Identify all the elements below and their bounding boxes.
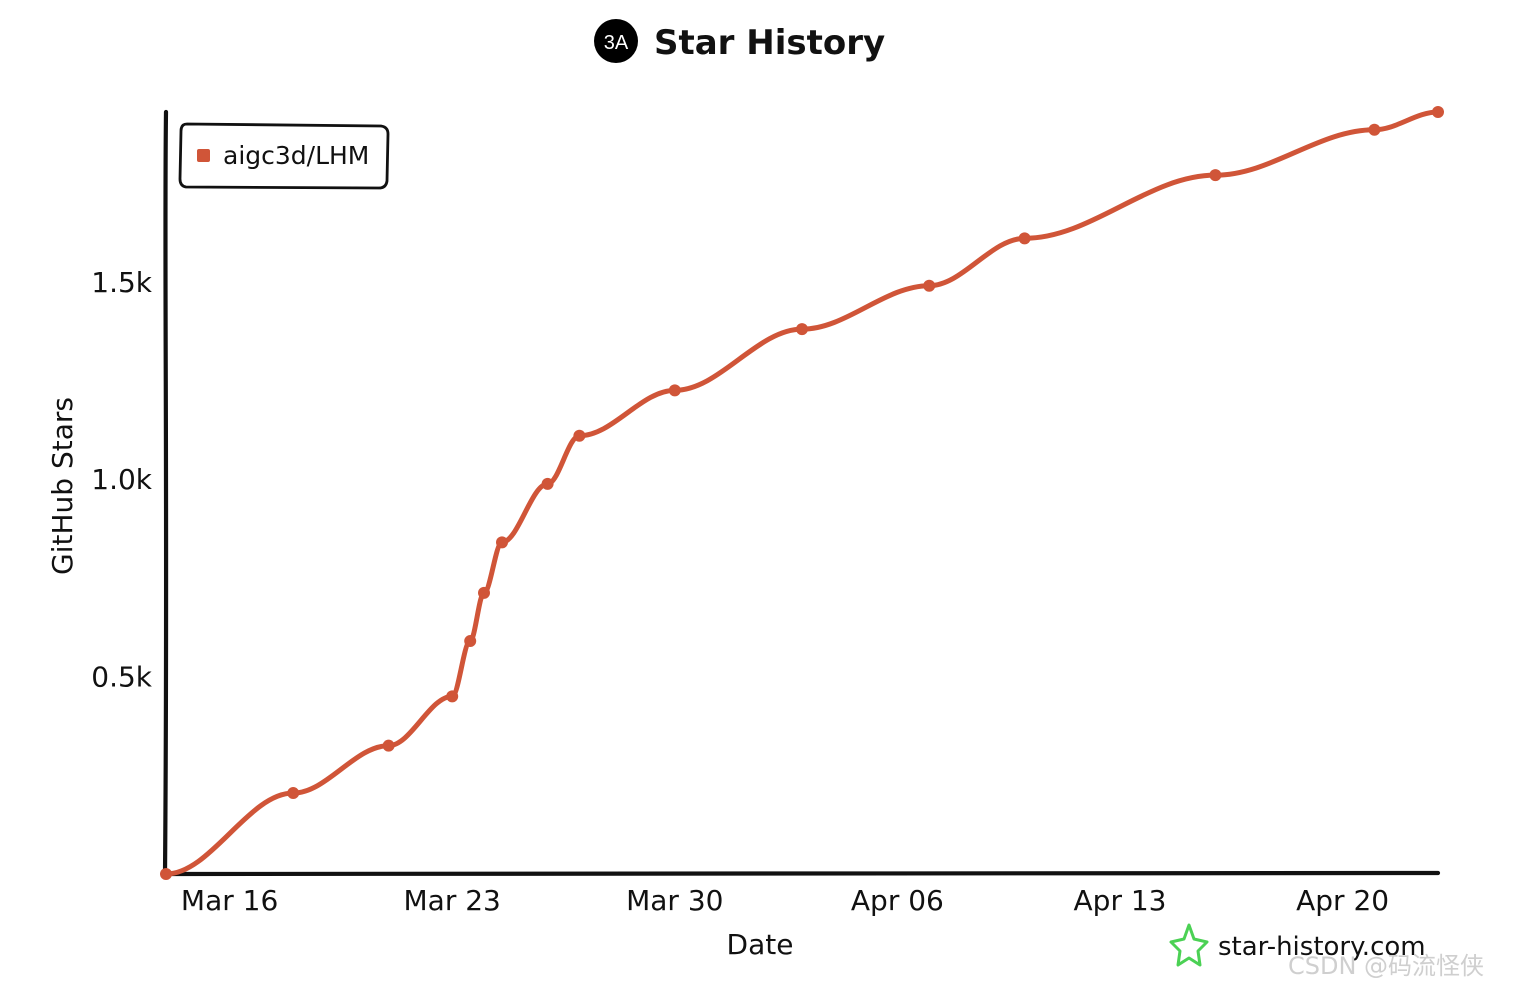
x-tick-label: Apr 13: [1074, 884, 1167, 917]
series-point: [464, 635, 477, 648]
x-tick-label: Mar 23: [404, 884, 501, 917]
x-tick-label: Mar 16: [181, 884, 278, 917]
x-tick-label: Apr 06: [851, 884, 944, 917]
series-point: [287, 787, 300, 800]
y-tick-label: 1.0k: [91, 463, 153, 496]
series-point: [382, 739, 395, 752]
y-tick-label: 1.5k: [91, 266, 153, 299]
series-point: [923, 279, 936, 292]
csdn-source-mark: CSDN @码流怪侠: [1288, 952, 1484, 980]
series-point: [573, 429, 586, 442]
x-axis-label: Date: [727, 928, 794, 961]
series-point: [1368, 123, 1381, 136]
series-point: [1018, 232, 1031, 245]
series-line: [163, 109, 1441, 877]
series-layer: [160, 106, 1444, 880]
x-axis-ticks: Mar 16 Mar 23 Mar 30 Apr 06 Apr 13 Apr 20: [181, 884, 1389, 917]
y-tick-label: 0.5k: [91, 661, 153, 694]
title-badge-label: 3A: [604, 32, 629, 54]
series-point: [796, 323, 808, 336]
y-axis-label: GitHub Stars: [46, 397, 79, 575]
title-badge-icon: [594, 19, 638, 63]
series-point: [446, 690, 459, 703]
legend-swatch: [197, 149, 210, 162]
series-point: [541, 477, 554, 490]
chart-axes: [162, 109, 1441, 877]
x-tick-label: Apr 20: [1296, 884, 1389, 917]
series-point: [478, 586, 490, 599]
series-point: [1209, 169, 1222, 182]
series-point: [668, 384, 681, 397]
watermark: star-history.com CSDN @码流怪侠: [1169, 923, 1484, 980]
y-axis-ticks: 0.5k 1.0k 1.5k: [91, 266, 153, 694]
x-axis-line: [163, 870, 1441, 877]
series-point: [160, 868, 172, 880]
x-tick-label: Mar 30: [626, 884, 723, 917]
series-point: [1432, 106, 1444, 118]
legend-box: [178, 122, 390, 190]
series-point: [496, 536, 508, 549]
chart-header: 3A Star History: [594, 19, 885, 63]
chart-title: Star History: [654, 23, 885, 63]
legend-series-label: aigc3d/LHM: [223, 141, 369, 170]
watermark-text: star-history.com: [1218, 932, 1426, 962]
y-axis-line: [162, 109, 169, 877]
star-history-logo-icon: [1169, 923, 1209, 967]
legend: aigc3d/LHM: [178, 122, 390, 190]
